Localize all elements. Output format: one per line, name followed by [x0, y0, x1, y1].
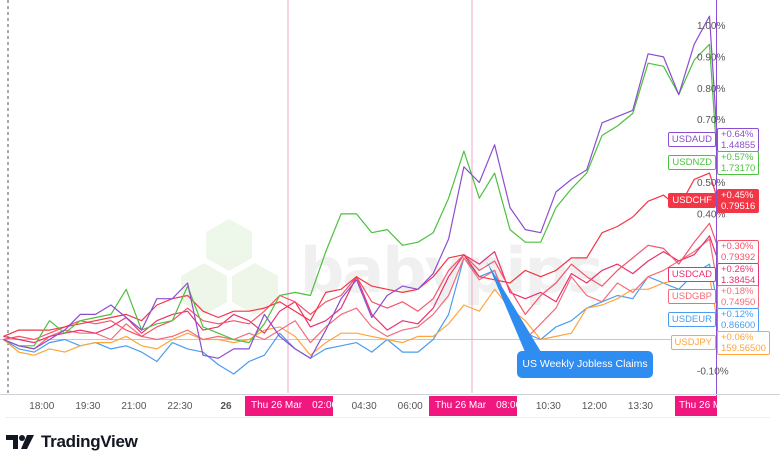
x-tick-label: 06:00 — [397, 401, 423, 412]
series-line-unnamed[interactable] — [3, 222, 718, 341]
series-line-usdnzd[interactable] — [3, 43, 718, 347]
series-change: +0.64% — [721, 129, 754, 140]
x-tick-label: 22:30 — [167, 401, 193, 412]
x-tick-label: 12:00 — [581, 401, 607, 412]
highlight-time: 08:00 — [496, 400, 517, 411]
y-tick-label: 0.70% — [697, 115, 725, 126]
y-tick-label: 0.40% — [697, 209, 725, 220]
highlight-date: Thu 26 Ma — [679, 400, 717, 411]
series-layer — [3, 15, 718, 375]
x-tick-label: 26 — [220, 401, 232, 412]
x-tick-label: 19:30 — [75, 401, 101, 412]
series-value-tag: +0.26% 1.38454 — [717, 263, 760, 287]
time-highlight-crosshair: Thu 26 Ma — [675, 396, 717, 416]
series-price: 1.73170 — [721, 163, 756, 174]
series-change: +0.30% — [721, 241, 754, 252]
x-tick-label: 18:00 — [29, 401, 55, 412]
series-change: +0.06% — [721, 332, 754, 343]
annotation-callout[interactable]: US Weekly Jobless Claims — [517, 351, 653, 378]
x-tick-label: 10:30 — [535, 401, 561, 412]
series-line-usdeur[interactable] — [3, 257, 718, 375]
series-price: 159.56500 — [721, 343, 766, 354]
time-highlight-0800: Thu 26 Mar 08:00 — [429, 396, 517, 416]
highlight-time: 02:00 — [312, 400, 333, 411]
series-change: +0.57% — [721, 152, 754, 163]
series-price: 0.79392 — [721, 252, 756, 263]
tradingview-logo[interactable]: TradingView — [6, 432, 138, 452]
series-line-usdgbp[interactable] — [3, 238, 718, 350]
series-value-tag: +0.64% 1.44855 — [717, 128, 760, 152]
series-value-tag: +0.12% 0.86600 — [717, 308, 760, 332]
x-tick-label: 13:30 — [627, 401, 653, 412]
highlight-date: Thu 26 Mar — [251, 400, 303, 411]
annotation-pointer — [487, 262, 541, 352]
series-name-tag[interactable]: USDGBP — [667, 289, 716, 304]
time-highlight-0200: Thu 26 Mar 02:00 — [245, 396, 333, 416]
series-value-tag: +0.45% 0.79516 — [717, 189, 760, 213]
watermark-hexagon — [232, 263, 278, 315]
y-tick-label: 0.50% — [697, 178, 725, 189]
series-value-tag: +0.18% 0.74950 — [717, 285, 760, 309]
series-value-tag: +0.30% 0.79392 — [717, 240, 760, 264]
series-price: 0.74950 — [721, 297, 756, 308]
series-name-tag[interactable]: USDCHF — [668, 193, 716, 208]
babypips-watermark: babypips — [181, 219, 604, 315]
series-name-tag[interactable]: USDAUD — [667, 132, 716, 147]
series-line-usdjpy[interactable] — [3, 273, 718, 356]
series-price: 1.38454 — [721, 275, 756, 286]
y-tick-label: 1.00% — [697, 21, 725, 32]
x-tick-label: 21:00 — [121, 401, 147, 412]
x-tick-label: 04:30 — [351, 401, 377, 412]
series-line-usdcad[interactable] — [3, 235, 718, 344]
series-price: 1.44855 — [721, 140, 756, 151]
watermark-hexagon — [181, 263, 227, 315]
series-name-tag[interactable]: USDEUR — [667, 312, 716, 327]
y-tick-label: -0.10% — [697, 366, 729, 377]
series-value-tag: +0.06% 159.56500 — [717, 331, 770, 355]
series-name-tag[interactable]: USDJPY — [670, 335, 716, 350]
series-price: 0.79516 — [721, 201, 756, 212]
tradingview-logo-text: TradingView — [41, 432, 138, 451]
series-name-tag[interactable]: USDCAD — [667, 267, 716, 282]
tradingview-logo-icon — [6, 435, 34, 449]
series-line-usdaud[interactable] — [3, 15, 718, 359]
watermark-text: babypips — [300, 234, 602, 307]
price-axis[interactable]: 1.00% 0.90% 0.80% 0.70% 0.50% 0.40% -0.10% — [697, 21, 729, 377]
y-tick-label: 0.80% — [697, 84, 725, 95]
series-name-tag[interactable]: USDNZD — [668, 155, 716, 170]
y-tick-label: 0.90% — [697, 52, 725, 63]
series-price: 0.86600 — [721, 320, 756, 331]
series-change: +0.26% — [721, 264, 754, 275]
highlight-date: Thu 26 Mar — [435, 400, 487, 411]
series-value-tag: +0.57% 1.73170 — [717, 151, 760, 175]
series-change: +0.45% — [721, 190, 754, 201]
watermark-hexagon — [206, 219, 252, 271]
series-change: +0.12% — [721, 309, 754, 320]
series-change: +0.18% — [721, 286, 754, 297]
